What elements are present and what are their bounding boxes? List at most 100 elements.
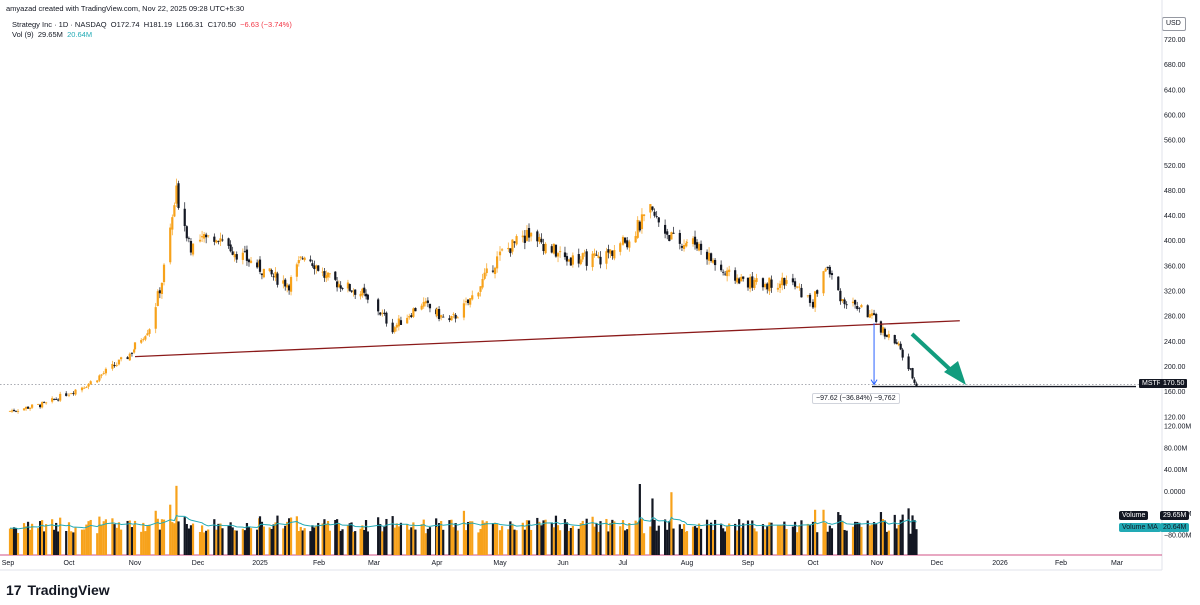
volume-bar xyxy=(87,521,90,555)
volume-bar xyxy=(315,525,318,555)
volume-bar xyxy=(142,522,145,555)
candle-body xyxy=(668,235,671,242)
candle-body xyxy=(577,254,580,264)
candle-body xyxy=(231,251,234,255)
volume-bar xyxy=(552,527,555,555)
candle-body xyxy=(113,365,116,367)
candle-body xyxy=(146,333,149,336)
candle-body xyxy=(354,289,357,295)
volume-bar xyxy=(72,532,75,555)
candle-body xyxy=(383,312,386,314)
volume-bar xyxy=(120,529,123,555)
tradingview-brand[interactable]: 17 TradingView xyxy=(6,582,110,598)
volume-bar xyxy=(843,529,846,555)
candle-body xyxy=(57,399,60,401)
candle-body xyxy=(299,256,302,258)
volume-bar xyxy=(452,527,455,555)
volume-bar xyxy=(868,525,871,555)
candle-body xyxy=(808,294,812,303)
candle-body xyxy=(893,335,896,344)
candle-body xyxy=(462,303,466,318)
volume-bar xyxy=(227,525,230,555)
candle-body xyxy=(471,295,474,300)
time-tick-label: Dec xyxy=(931,560,944,567)
candle-body xyxy=(740,276,743,282)
candle-body xyxy=(377,299,380,312)
volume-bar xyxy=(766,526,769,555)
volume-bar xyxy=(550,522,553,555)
volume-bar xyxy=(130,527,134,555)
price-tick-label: 520.00 xyxy=(1164,163,1186,170)
volume-bar xyxy=(282,528,285,555)
volume-bar xyxy=(791,526,795,555)
candle-body xyxy=(682,244,686,250)
volume-bar xyxy=(260,521,264,555)
volume-bar xyxy=(638,484,641,555)
volume-bar xyxy=(822,509,825,555)
volume-bar xyxy=(826,531,829,555)
candle-body xyxy=(385,312,388,324)
candle-body xyxy=(569,257,572,266)
candle-body xyxy=(565,256,569,262)
candle-body xyxy=(907,356,910,370)
candle-body xyxy=(798,286,801,288)
volume-bar xyxy=(456,530,459,555)
candle-body xyxy=(814,291,817,308)
candle-body xyxy=(552,243,555,254)
volume-bar xyxy=(866,520,869,555)
time-tick-label: 2025 xyxy=(252,560,268,567)
volume-bar xyxy=(258,516,262,555)
volume-bar xyxy=(146,525,149,555)
volume-bar xyxy=(231,527,234,555)
volume-bar xyxy=(837,512,840,555)
volume-bar xyxy=(154,510,157,555)
candle-body xyxy=(736,277,739,283)
candle-body xyxy=(442,316,445,318)
volume-bar xyxy=(642,533,646,555)
volume-bar xyxy=(493,522,497,555)
volume-bar xyxy=(895,528,898,555)
volume-bar xyxy=(36,528,40,555)
volume-bar xyxy=(558,530,562,555)
candle-body xyxy=(162,264,166,283)
candle-body xyxy=(183,208,186,227)
volume-bar xyxy=(158,529,161,555)
candle-body xyxy=(621,236,625,245)
volume-bar xyxy=(609,522,612,555)
candle-body xyxy=(72,393,75,395)
candle-body xyxy=(452,313,455,315)
volume-bar xyxy=(233,530,236,555)
candle-body xyxy=(337,283,341,288)
candle-body xyxy=(856,305,859,309)
volume-bar xyxy=(816,532,819,555)
volume-legend[interactable]: Vol (9) 29.65M 20.64M xyxy=(12,30,92,39)
volume-bar xyxy=(229,522,232,555)
volume-bar xyxy=(45,524,48,555)
candle-body xyxy=(359,293,362,297)
volume-bar xyxy=(24,526,28,555)
time-tick-label: Nov xyxy=(871,560,884,567)
candle-body xyxy=(828,266,831,275)
price-tick-label: 560.00 xyxy=(1164,138,1186,145)
candle-body xyxy=(766,283,769,290)
candle-body xyxy=(187,237,190,239)
candle-body xyxy=(483,272,486,279)
candle-body xyxy=(295,264,298,277)
candle-body xyxy=(313,265,316,270)
candle-body xyxy=(685,243,688,247)
candle-body xyxy=(605,251,608,264)
candle-body xyxy=(256,262,259,268)
candle-body xyxy=(361,288,364,296)
candle-body xyxy=(720,264,723,271)
volume-bar xyxy=(893,514,896,555)
candle-body xyxy=(406,317,409,324)
candle-body xyxy=(796,286,799,288)
candle-body xyxy=(657,217,660,223)
candle-body xyxy=(448,318,451,321)
candle-body xyxy=(895,342,898,344)
volume-bar xyxy=(477,532,480,555)
symbol-title[interactable]: Strategy Inc · 1D · NASDAQ xyxy=(12,20,107,29)
candle-body xyxy=(909,368,912,370)
volume-bar xyxy=(736,530,739,555)
